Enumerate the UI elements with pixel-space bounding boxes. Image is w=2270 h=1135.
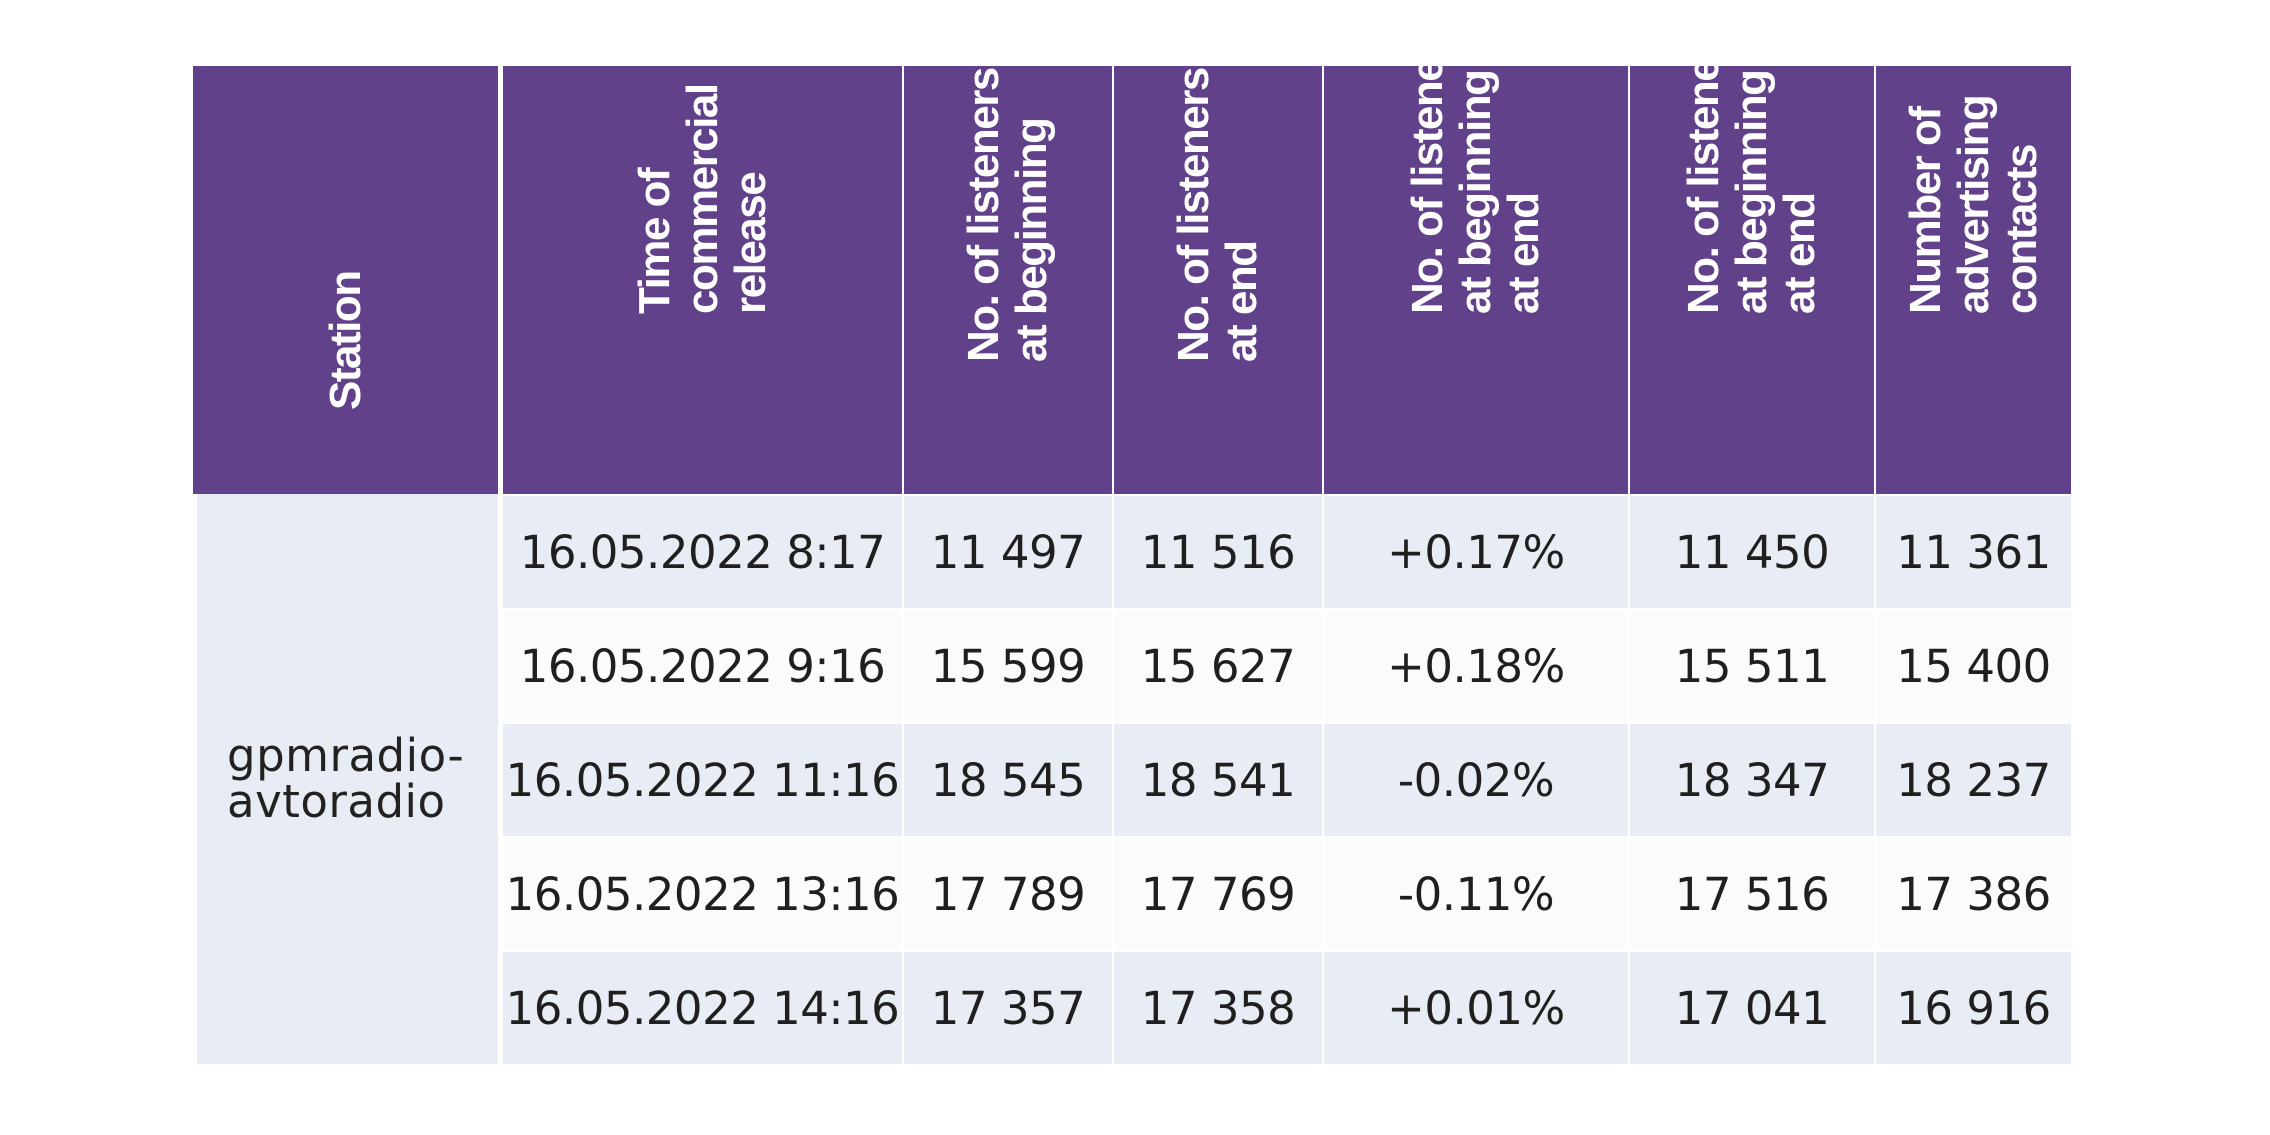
header-label: No. of listeners at end: [1169, 68, 1266, 362]
cell-listeners-avg: 17 041: [1630, 952, 1874, 1064]
cell-listeners-change: +0.17%: [1324, 496, 1628, 608]
cell-listeners-end: 11 516: [1114, 496, 1322, 608]
cell-listeners-end: 17 769: [1114, 838, 1322, 950]
header-label: No. of listeners at beginning vs. at end: [1679, 3, 1824, 314]
cell-listeners-beginning: 17 789: [904, 838, 1112, 950]
listeners-table: Station Time of commercial release No. o…: [193, 3, 2071, 1064]
cell-time: 16.05.2022 13:16: [503, 838, 902, 950]
cell-listeners-change: -0.02%: [1324, 724, 1628, 836]
header-time: Time of commercial release: [503, 66, 902, 494]
cell-listeners-avg: 18 347: [1630, 724, 1874, 836]
header-label: No. of listeners at beginning vs. at end: [1403, 3, 1548, 314]
header-listeners-change: No. of listeners at beginning vs. at end: [1324, 3, 1628, 494]
cell-listeners-beginning: 15 599: [904, 610, 1112, 722]
header-listeners-beginning: No. of listeners at beginning: [904, 66, 1112, 494]
header-label: Time of commercial release: [629, 84, 775, 314]
cell-listeners-beginning: 11 497: [904, 496, 1112, 608]
header-listeners-end: No. of listeners at end: [1114, 66, 1322, 494]
cell-time: 16.05.2022 8:17: [503, 496, 902, 608]
cell-advertising-contacts: 18 237: [1876, 724, 2071, 836]
header-label: Number of advertising contacts: [1900, 95, 2046, 314]
cell-listeners-end: 15 627: [1114, 610, 1322, 722]
cell-advertising-contacts: 16 916: [1876, 952, 2071, 1064]
cell-listeners-end: 18 541: [1114, 724, 1322, 836]
cell-listeners-avg: 11 450: [1630, 496, 1874, 608]
station-cell: gpmradio- avtoradio: [197, 494, 498, 1064]
cell-advertising-contacts: 11 361: [1876, 496, 2071, 608]
cell-advertising-contacts: 15 400: [1876, 610, 2071, 722]
cell-listeners-avg: 15 511: [1630, 610, 1874, 722]
header-station: Station: [193, 66, 498, 494]
header-advertising-contacts: Number of advertising contacts: [1876, 66, 2071, 494]
header-listeners-avg: No. of listeners at beginning vs. at end: [1630, 3, 1874, 494]
cell-time: 16.05.2022 14:16: [503, 952, 902, 1064]
cell-listeners-beginning: 17 357: [904, 952, 1112, 1064]
cell-listeners-change: -0.11%: [1324, 838, 1628, 950]
header-label: No. of listeners at beginning: [959, 68, 1056, 362]
station-name: gpmradio- avtoradio: [227, 729, 465, 828]
cell-listeners-end: 17 358: [1114, 952, 1322, 1064]
cell-time: 16.05.2022 9:16: [503, 610, 902, 722]
cell-listeners-beginning: 18 545: [904, 724, 1112, 836]
cell-listeners-avg: 17 516: [1630, 838, 1874, 950]
cell-listeners-change: +0.01%: [1324, 952, 1628, 1064]
header-label: Station: [320, 271, 370, 410]
cell-advertising-contacts: 17 386: [1876, 838, 2071, 950]
cell-listeners-change: +0.18%: [1324, 610, 1628, 722]
cell-time: 16.05.2022 11:16: [503, 724, 902, 836]
